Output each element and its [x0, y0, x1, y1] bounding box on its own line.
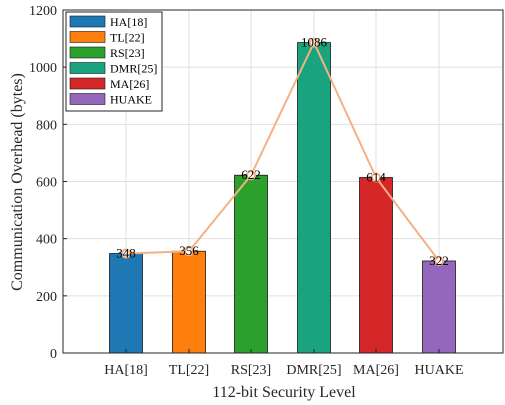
trend-line-group — [121, 37, 444, 266]
legend-swatch — [69, 77, 106, 90]
bar-tl-22 — [172, 250, 206, 354]
bars — [109, 42, 456, 354]
trend-point — [184, 246, 194, 257]
legend-swatch — [69, 31, 106, 43]
data-label: 348 — [116, 246, 136, 261]
x-tick-label: MA[26] — [353, 363, 399, 378]
x-tick-label: DMR[25] — [286, 363, 341, 378]
y-tick-label: 600 — [36, 176, 57, 191]
y-tick-label: 200 — [36, 290, 57, 305]
y-tick-label: 0 — [50, 347, 57, 362]
legend-swatch — [69, 46, 106, 59]
x-tick-label: RS[23] — [231, 363, 271, 378]
y-tick-label: 400 — [36, 233, 57, 248]
legend-label: TL[22] — [110, 31, 145, 45]
legend-label: DMR[25] — [110, 62, 157, 76]
y-tick-label: 800 — [36, 118, 57, 133]
data-label: 356 — [179, 243, 199, 258]
legend-label: HUAKE — [110, 93, 152, 107]
legend-swatch — [69, 93, 106, 105]
legend-label: MA[26] — [110, 77, 149, 91]
legend: HA[18] TL[22]RS[23] DMR[25]MA[26] HUAKE — [65, 11, 163, 112]
axes — [62, 9, 504, 354]
legend-swatch — [69, 15, 106, 28]
bar-ha-18 — [109, 253, 143, 354]
trend-point — [371, 172, 381, 183]
trend-point — [121, 248, 131, 259]
trend-line — [125, 40, 440, 262]
data-label: 614 — [366, 169, 386, 184]
data-labels: 348 356 622 1086 614 322 — [116, 35, 449, 268]
y-axis-title: Communication Overhead (bytes) — [9, 73, 26, 291]
y-tick-labels: 0 200 400 600 800 1000 1200 — [29, 4, 57, 362]
x-tick-labels: HA[18] TL[22] RS[23] DMR[25] MA[26] HUAKE — [104, 363, 463, 378]
x-tick-label: HA[18] — [104, 363, 148, 378]
x-tick-label: HUAKE — [415, 363, 464, 378]
x-axis-title: 112-bit Security Level — [212, 384, 356, 401]
y-tick-label: 1000 — [29, 61, 57, 76]
trend-point — [309, 37, 319, 48]
bar-huake — [422, 260, 456, 354]
trend-point — [246, 170, 256, 181]
bar-rs-23 — [234, 174, 268, 354]
legend-label: RS[23] — [110, 46, 145, 60]
data-label: 322 — [429, 253, 449, 268]
data-label: 622 — [241, 167, 261, 182]
x-tick-label: TL[22] — [169, 363, 209, 378]
legend-swatch — [69, 62, 106, 74]
y-tick-label: 1200 — [29, 4, 57, 19]
trend-point — [434, 255, 444, 266]
legend-label: HA[18] — [110, 15, 147, 29]
data-label: 1086 — [301, 35, 328, 50]
bar-ma-26 — [359, 177, 393, 354]
bar-dmr-25 — [297, 42, 331, 354]
